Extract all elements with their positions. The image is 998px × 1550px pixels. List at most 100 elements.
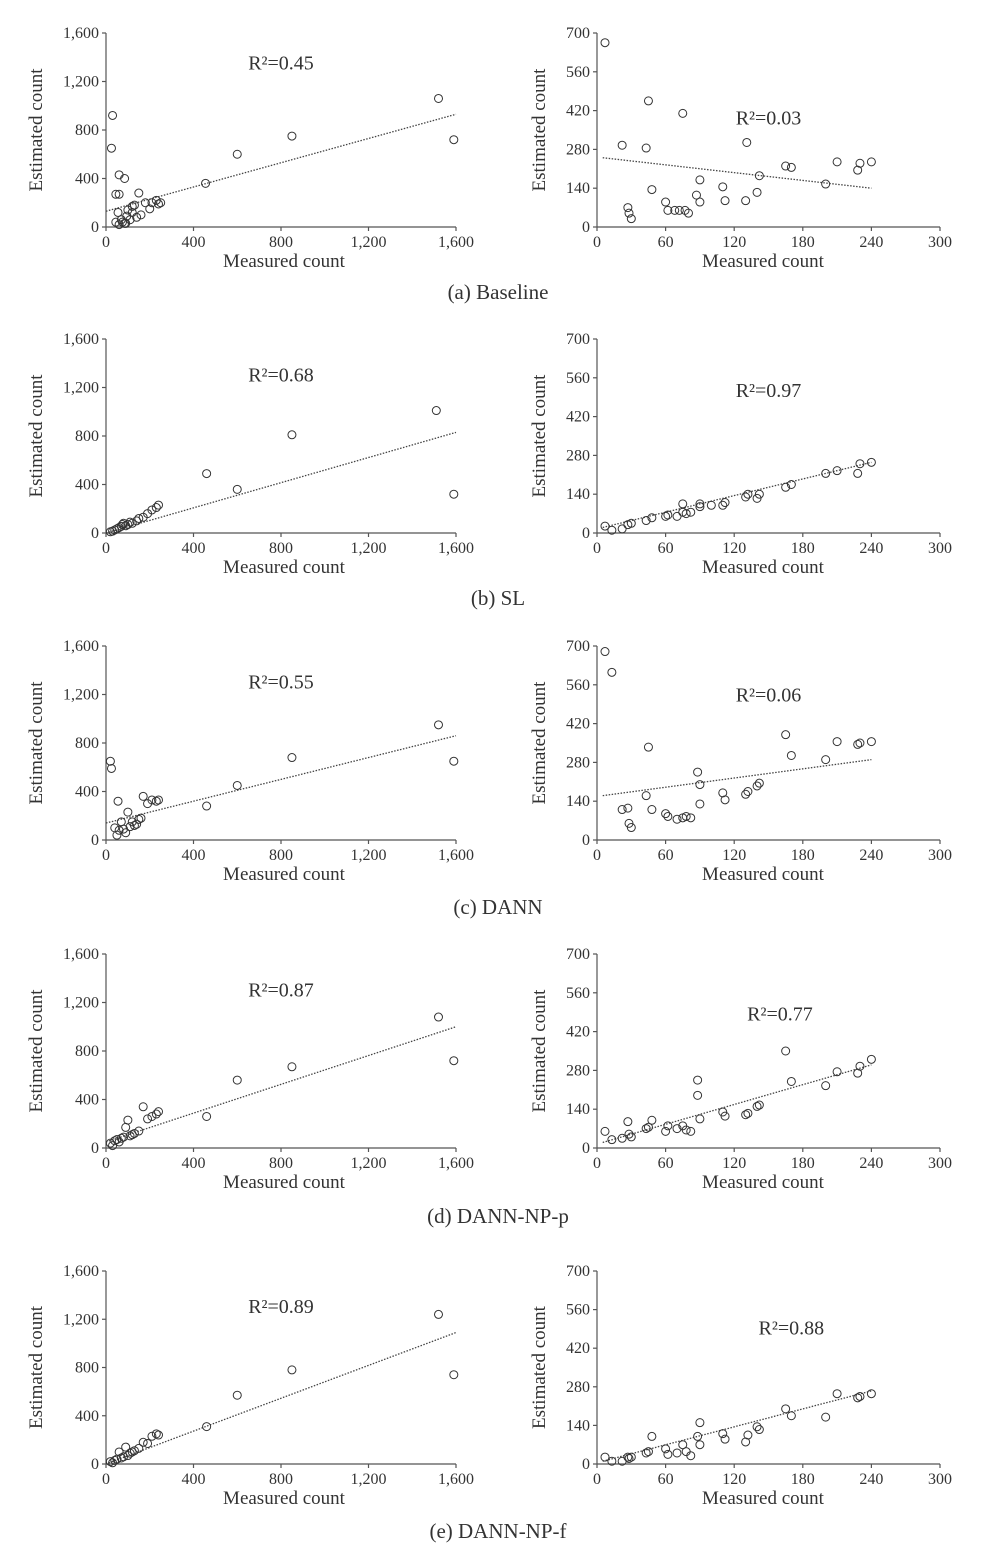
- data-point: [672, 814, 682, 824]
- chart-d-right: 0 60 120 180 240 300 0 140 280 420 560 700 Measured …: [529, 946, 952, 1193]
- data-point: [681, 811, 691, 821]
- x-axis-label: Measured count: [702, 1172, 825, 1193]
- data-point: [832, 1389, 842, 1399]
- data-point: [154, 500, 163, 510]
- x-axis-label: Measured count: [702, 251, 825, 272]
- data-point: [643, 96, 653, 106]
- data-point: [855, 1061, 865, 1071]
- data-point: [647, 1115, 657, 1125]
- trendline: [105, 735, 457, 824]
- data-point: [693, 767, 703, 777]
- data-point: [123, 807, 133, 817]
- x-tick-label: 1,600: [438, 1471, 474, 1488]
- data-point: [786, 1411, 796, 1421]
- x-tick-label: 0: [593, 540, 601, 557]
- data-point: [752, 187, 762, 197]
- chart-e-left: 0 400 800 1,200 1,600 0 400 800 1,200 1,600 Measur…: [26, 1263, 567, 1543]
- panel-caption: (b) SL: [471, 586, 525, 610]
- y-axis-label: Estimated count: [26, 681, 47, 805]
- x-tick-label: 180: [791, 1155, 815, 1172]
- data-point: [693, 1431, 703, 1441]
- y-axis-label: Estimated count: [529, 1305, 550, 1429]
- r-squared-annotation: R²=0.97: [736, 380, 802, 402]
- data-point: [754, 778, 764, 788]
- x-tick-label: 60: [658, 234, 674, 251]
- data-point: [113, 207, 123, 217]
- data-point: [695, 780, 705, 790]
- data-point: [720, 498, 730, 508]
- y-tick-label: 700: [566, 1263, 590, 1280]
- x-axis-label: Measured count: [702, 557, 825, 578]
- data-point: [121, 218, 131, 228]
- panel-caption: (c) DANN: [453, 895, 542, 919]
- data-point: [674, 205, 684, 215]
- data-point: [136, 813, 146, 823]
- data-point: [786, 162, 796, 172]
- data-point: [626, 823, 636, 833]
- x-tick-label: 0: [102, 540, 110, 557]
- y-tick-label: 0: [91, 1140, 99, 1157]
- data-point: [607, 1456, 617, 1466]
- y-tick-label: 0: [91, 219, 99, 236]
- data-point: [672, 511, 682, 521]
- data-point: [647, 1431, 657, 1441]
- y-axis-label: Estimated count: [26, 374, 47, 498]
- y-tick-label: 0: [582, 1140, 590, 1157]
- y-tick-label: 1,200: [63, 74, 99, 91]
- data-point: [786, 1076, 796, 1086]
- chart-a-right: 0 60 120 180 240 300 0 140 280 420 560 700 Measured …: [529, 25, 952, 272]
- data-point: [641, 143, 651, 153]
- y-tick-label: 420: [566, 716, 590, 733]
- x-tick-label: 0: [102, 1155, 110, 1172]
- data-point: [119, 518, 128, 528]
- y-tick-label: 560: [566, 64, 590, 81]
- x-tick-label: 800: [269, 1155, 293, 1172]
- data-point: [866, 157, 876, 167]
- data-point: [125, 822, 135, 832]
- x-axis-label: Measured count: [702, 864, 825, 885]
- y-tick-label: 280: [566, 754, 590, 771]
- data-point: [154, 1430, 163, 1440]
- data-point: [106, 763, 116, 773]
- data-point: [154, 199, 163, 209]
- data-point: [832, 1067, 842, 1077]
- y-tick-label: 700: [566, 331, 590, 348]
- data-point: [781, 1404, 791, 1414]
- data-point: [821, 1412, 831, 1422]
- data-point: [125, 517, 135, 527]
- data-point: [600, 521, 610, 531]
- y-tick-label: 0: [91, 1456, 99, 1473]
- data-point: [720, 196, 730, 206]
- trendline: [105, 1331, 457, 1465]
- data-point: [132, 212, 142, 222]
- data-point: [232, 484, 242, 494]
- x-tick-label: 300: [928, 1471, 952, 1488]
- y-tick-label: 560: [566, 677, 590, 694]
- x-tick-label: 300: [928, 1155, 952, 1172]
- chart-e-right: 0 60 120 180 240 300 0 140 280 420 560 700 Measured …: [529, 1263, 952, 1509]
- data-point: [147, 1111, 157, 1121]
- data-point: [232, 1075, 242, 1085]
- data-point: [752, 1422, 762, 1432]
- data-point: [116, 521, 126, 531]
- data-point: [140, 198, 150, 208]
- x-tick-label: 400: [182, 1155, 206, 1172]
- x-tick-label: 0: [593, 847, 601, 864]
- data-point: [855, 1391, 865, 1401]
- x-tick-label: 1,200: [351, 1155, 387, 1172]
- data-point: [742, 137, 752, 147]
- data-point: [821, 755, 831, 765]
- x-tick-label: 300: [928, 847, 952, 864]
- r-squared-annotation: R²=0.45: [248, 52, 314, 74]
- data-point: [695, 1440, 705, 1450]
- y-tick-label: 0: [582, 1456, 590, 1473]
- data-point: [786, 480, 796, 489]
- data-point: [647, 805, 657, 815]
- data-point: [145, 204, 155, 214]
- y-tick-label: 140: [566, 180, 590, 197]
- data-point: [105, 1457, 115, 1467]
- data-point: [287, 131, 297, 141]
- data-point: [626, 1132, 636, 1142]
- y-tick-label: 1,600: [63, 1263, 99, 1280]
